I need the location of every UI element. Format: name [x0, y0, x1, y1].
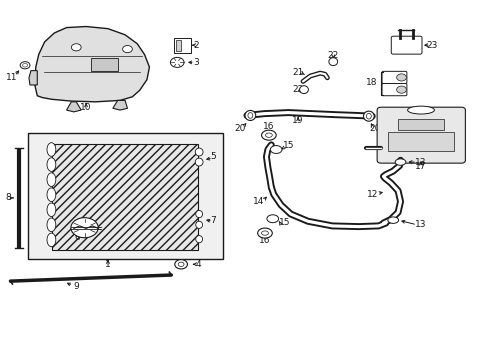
Text: 4: 4 [195, 260, 201, 269]
Ellipse shape [47, 203, 56, 217]
Text: 10: 10 [80, 103, 92, 112]
Ellipse shape [363, 111, 373, 121]
Polygon shape [35, 27, 149, 102]
Text: 12: 12 [366, 190, 377, 199]
Text: 22: 22 [292, 85, 303, 94]
Text: 7: 7 [209, 216, 215, 225]
Ellipse shape [266, 215, 278, 223]
Ellipse shape [195, 148, 203, 156]
Ellipse shape [195, 158, 203, 166]
Ellipse shape [47, 233, 56, 247]
Ellipse shape [407, 106, 433, 114]
Ellipse shape [47, 188, 56, 202]
Ellipse shape [195, 235, 202, 243]
Bar [176, 40, 181, 51]
Text: 15: 15 [278, 218, 290, 227]
Polygon shape [66, 102, 81, 112]
Circle shape [71, 44, 81, 51]
Ellipse shape [265, 133, 272, 137]
FancyBboxPatch shape [376, 107, 465, 163]
Text: 3: 3 [192, 58, 198, 67]
Ellipse shape [270, 145, 282, 153]
Text: 8: 8 [5, 193, 11, 202]
Ellipse shape [387, 217, 398, 224]
Circle shape [122, 45, 132, 53]
Text: 17: 17 [414, 162, 426, 171]
Text: 13: 13 [414, 158, 426, 167]
Bar [27, 134, 222, 259]
Text: 16: 16 [259, 237, 270, 246]
Ellipse shape [195, 221, 202, 228]
Ellipse shape [47, 218, 56, 231]
Circle shape [20, 62, 30, 69]
Text: 19: 19 [292, 116, 303, 125]
Text: 22: 22 [327, 51, 338, 60]
Text: 13: 13 [414, 220, 426, 229]
Circle shape [178, 262, 183, 266]
Text: 15: 15 [282, 141, 294, 150]
Ellipse shape [247, 113, 252, 118]
Bar [387, 132, 453, 151]
Text: 20: 20 [369, 123, 380, 132]
Circle shape [174, 260, 187, 269]
Bar [173, 38, 190, 53]
Text: 11: 11 [6, 73, 17, 82]
Bar [397, 119, 444, 130]
FancyBboxPatch shape [381, 84, 406, 96]
Text: 18: 18 [365, 78, 376, 87]
Ellipse shape [299, 86, 308, 94]
Text: 5: 5 [209, 152, 215, 161]
FancyBboxPatch shape [381, 71, 406, 84]
Ellipse shape [261, 231, 268, 235]
Circle shape [170, 57, 183, 67]
Ellipse shape [394, 159, 405, 165]
Text: 14: 14 [253, 197, 264, 206]
Text: 20: 20 [233, 123, 245, 132]
Bar [91, 58, 118, 71]
Ellipse shape [47, 173, 56, 186]
Ellipse shape [328, 58, 337, 66]
Bar [52, 144, 198, 250]
Polygon shape [113, 100, 127, 110]
Text: 21: 21 [292, 68, 303, 77]
Circle shape [22, 63, 27, 67]
Text: 16: 16 [263, 122, 274, 131]
Text: 1: 1 [105, 260, 111, 269]
Ellipse shape [47, 158, 56, 171]
Circle shape [396, 74, 406, 81]
Circle shape [396, 86, 406, 93]
Polygon shape [29, 71, 37, 85]
Circle shape [71, 218, 98, 238]
Text: 6: 6 [75, 233, 81, 242]
FancyBboxPatch shape [390, 36, 421, 54]
Ellipse shape [195, 211, 202, 218]
Ellipse shape [47, 143, 56, 156]
Ellipse shape [261, 130, 276, 140]
Ellipse shape [366, 113, 370, 119]
Ellipse shape [244, 111, 255, 121]
Text: 2: 2 [193, 41, 198, 50]
Text: 9: 9 [73, 282, 79, 291]
Ellipse shape [257, 228, 272, 238]
Text: 23: 23 [426, 41, 437, 50]
